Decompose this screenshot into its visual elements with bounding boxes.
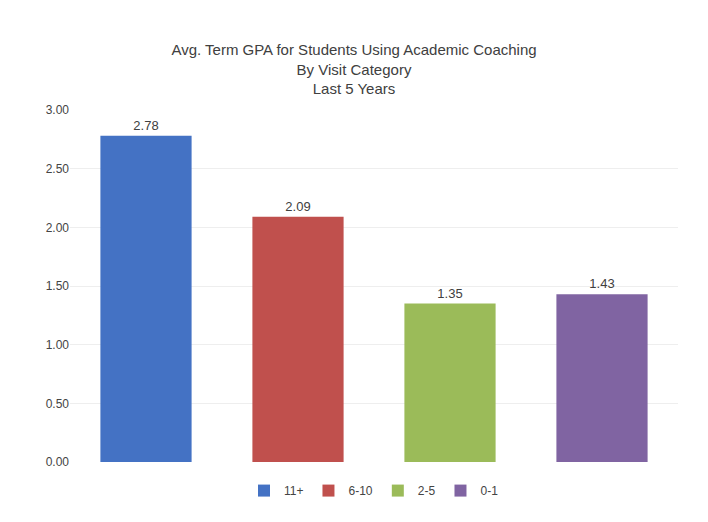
svg-text:1.35: 1.35 (437, 286, 462, 301)
svg-text:Avg. Term GPA for Students Usi: Avg. Term GPA for Students Using Academi… (171, 41, 536, 97)
svg-text:2-5: 2-5 (418, 484, 436, 498)
svg-text:2.50: 2.50 (46, 162, 70, 176)
svg-text:2.09: 2.09 (285, 199, 310, 214)
svg-text:1.43: 1.43 (589, 276, 614, 291)
svg-text:1.00: 1.00 (46, 338, 70, 352)
svg-text:6-10: 6-10 (348, 484, 372, 498)
svg-text:2.00: 2.00 (46, 221, 70, 235)
svg-text:3.00: 3.00 (46, 103, 70, 117)
svg-text:2.78: 2.78 (133, 118, 158, 133)
svg-text:11+: 11+ (284, 484, 303, 498)
svg-text:0.00: 0.00 (46, 455, 70, 469)
svg-text:0-1: 0-1 (480, 484, 498, 498)
svg-text:1.50: 1.50 (46, 279, 70, 293)
svg-text:0.50: 0.50 (46, 397, 70, 411)
